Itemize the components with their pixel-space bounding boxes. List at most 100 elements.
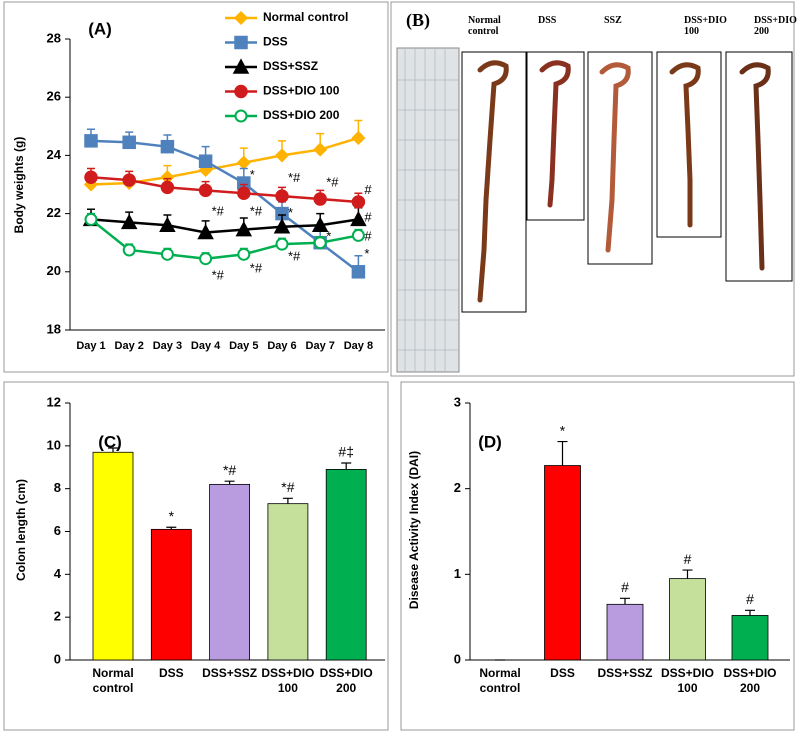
bar: [669, 578, 706, 661]
x-tick-label: DSS+SSZ: [597, 666, 653, 680]
point: [234, 109, 248, 123]
point: [199, 252, 213, 266]
point: [197, 223, 214, 240]
panel-label: (A): [88, 19, 112, 38]
y-tick-label: 2: [454, 480, 461, 495]
annotation: *#: [212, 268, 225, 283]
series-line: [90, 218, 359, 234]
point: [313, 236, 327, 250]
annotation: *#: [223, 462, 236, 478]
point: [311, 216, 329, 232]
point: [274, 148, 290, 163]
point: [351, 265, 366, 279]
point: [235, 221, 253, 237]
annotation: #: [364, 209, 372, 224]
point: [275, 189, 289, 203]
sample-label: DSS: [538, 15, 557, 26]
point: [237, 247, 251, 261]
photo: [396, 47, 793, 373]
point: [275, 237, 289, 251]
annotation: *#: [212, 204, 225, 219]
annotation: *: [326, 228, 331, 243]
annotation: *#: [250, 260, 263, 275]
bar: [606, 603, 644, 661]
annotation: *: [169, 508, 175, 524]
point: [351, 228, 365, 242]
panel-label: (C): [98, 432, 122, 451]
error-bar: [620, 597, 630, 605]
point: [351, 130, 366, 146]
point: [351, 195, 366, 209]
point: [198, 183, 213, 198]
y-tick-label: 12: [47, 394, 61, 409]
legend-label: DSS: [263, 35, 288, 49]
panel-frame: [400, 381, 795, 731]
x-tick-label: Day 4: [191, 340, 221, 352]
point: [313, 192, 327, 206]
y-axis-label: Disease Activity Index (DAI): [407, 451, 421, 609]
point: [122, 135, 136, 150]
x-tick-label: DSS+DIO 100: [261, 666, 315, 695]
sample-box: [587, 51, 653, 265]
ruler: [396, 47, 460, 373]
bar: [731, 615, 769, 661]
x-tick-label: Normal control: [479, 666, 521, 695]
x-tick-label: Day 7: [306, 340, 335, 352]
x-tick-label: DSS: [550, 666, 575, 680]
point: [84, 170, 98, 184]
bar: [267, 503, 309, 661]
y-tick-label: 26: [47, 89, 61, 104]
annotation: #‡: [338, 444, 354, 460]
x-tick-label: Normal control: [92, 666, 134, 695]
legend-label: DSS+SSZ: [263, 59, 318, 73]
error-bar: [108, 447, 118, 453]
point: [232, 58, 250, 74]
annotation: *#: [288, 170, 301, 185]
point: [160, 180, 175, 195]
annotation: *: [364, 246, 369, 261]
x-tick-label: DSS+SSZ: [202, 666, 258, 680]
sample-label: SSZ: [604, 15, 622, 26]
y-axis-label: Body weights (g): [12, 137, 26, 234]
legend-label: DSS+DIO 200: [263, 108, 340, 122]
point: [122, 173, 136, 187]
point: [233, 10, 249, 26]
colon: [739, 62, 771, 271]
y-tick-label: 1: [454, 566, 461, 581]
x-tick-label: DSS+DIO 200: [319, 666, 373, 695]
error-bar: [341, 462, 352, 470]
y-tick-label: 3: [454, 394, 461, 409]
error-bar: [224, 480, 235, 485]
panel-frame: [390, 1, 795, 377]
point: [273, 218, 291, 234]
annotation: *#: [288, 249, 301, 264]
ruler-grid: [397, 48, 459, 372]
y-tick-label: 8: [54, 480, 61, 495]
y-tick-label: 28: [47, 30, 61, 45]
annotation: #: [364, 228, 372, 243]
bar: [92, 451, 134, 661]
legend-label: Normal control: [263, 10, 348, 24]
y-tick-label: 2: [54, 609, 61, 624]
annotation: #: [364, 182, 372, 197]
annotation: *: [288, 205, 293, 220]
annotation: #: [746, 591, 754, 607]
point: [84, 134, 98, 148]
y-tick-label: 22: [47, 205, 61, 220]
error-bar: [682, 569, 693, 579]
y-tick-label: 0: [54, 651, 61, 666]
bar: [544, 465, 581, 661]
x-tick-label: Day 2: [115, 340, 144, 352]
legend-label: DSS+DIO 100: [263, 84, 340, 98]
y-tick-label: 6: [54, 523, 61, 538]
colon: [477, 60, 509, 303]
colon: [599, 62, 631, 253]
colon: [539, 60, 571, 208]
annotation: *: [250, 167, 255, 182]
point: [122, 243, 136, 257]
point: [84, 212, 98, 226]
annotation: *#: [281, 479, 294, 495]
annotation: #: [684, 551, 692, 567]
